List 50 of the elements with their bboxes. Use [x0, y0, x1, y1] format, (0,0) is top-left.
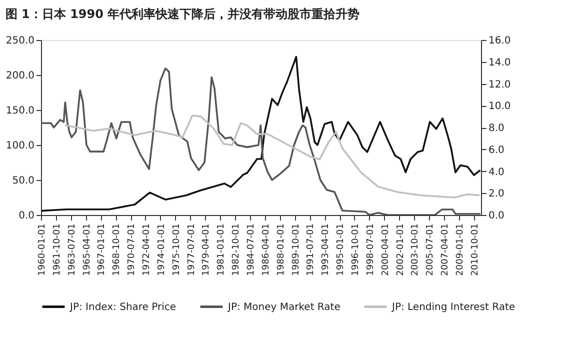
x-tick-label: 1972-04-01: [142, 224, 152, 276]
x-tick-label: 1965-04-01: [82, 224, 92, 276]
y2-tick-label: 2.0: [488, 188, 504, 200]
y-tick-label: 150.0: [6, 106, 34, 116]
x-tick-label: 1998-07-01: [366, 224, 376, 276]
y2-tick-label: 4.0: [488, 166, 504, 178]
y2-tick-label: 12.0: [488, 79, 511, 90]
line-series: [64, 114, 480, 198]
y-tick-label: 250.0: [6, 36, 34, 46]
x-tick-label: 2009-01-01: [456, 224, 466, 276]
y-tick-label: 200.0: [6, 70, 34, 82]
x-tick-label: 1984-07-01: [246, 224, 256, 276]
y-tick-label: 100.0: [6, 140, 34, 152]
x-tick-label: 2002-01-01: [396, 224, 406, 276]
x-tick-label: 1986-04-01: [261, 224, 272, 276]
x-tick-label: 1961-10-01: [52, 224, 62, 276]
x-tick-label: 1967-01-01: [97, 224, 108, 276]
x-tick-label: 2003-10-01: [410, 224, 421, 276]
y2-tick-label: 8.0: [488, 123, 504, 134]
x-tick-label: 1995-01-01: [336, 224, 346, 276]
y2-tick-label: 16.0: [488, 36, 511, 46]
x-tick-label: 1974-01-01: [156, 224, 167, 276]
x-tick-label: 1993-04-01: [321, 224, 332, 276]
x-tick-label: 1991-07-01: [306, 224, 316, 276]
x-tick-label: 2010-10-01: [470, 224, 480, 276]
y2-tick-label: 10.0: [488, 101, 511, 112]
y2-tick-label: 0.0: [488, 210, 504, 222]
legend-label: JP: Money Market Rate: [227, 302, 340, 313]
legend-label: JP: Index: Share Price: [69, 302, 176, 313]
x-tick-label: 1975-10-01: [172, 224, 182, 276]
y2-tick-label: 14.0: [488, 57, 511, 68]
x-tick-label: 1963-07-01: [67, 224, 78, 276]
x-tick-label: 1977-07-01: [186, 224, 197, 276]
x-tick-label: 1996-10-01: [350, 224, 361, 276]
legend-label: JP: Lending Interest Rate: [391, 302, 516, 313]
y-tick-label: 0.0: [18, 210, 34, 222]
chart-title: 图 1：日本 1990 年代利率快速下降后，并没有带动股市重拾升势: [5, 7, 360, 21]
x-tick-label: 2000-04-01: [380, 224, 391, 276]
x-tick-label: 2005-07-01: [426, 224, 436, 276]
x-tick-label: 1981-01-01: [216, 224, 227, 276]
x-tick-label: 1979-04-01: [202, 224, 212, 276]
x-tick-label: 1989-10-01: [291, 224, 302, 276]
x-tick-label: 2007-04-01: [440, 224, 451, 276]
x-tick-label: 1988-01-01: [276, 224, 286, 276]
y2-tick-label: 6.0: [488, 144, 504, 156]
x-tick-label: 1968-10-01: [112, 224, 122, 276]
x-tick-label: 1982-10-01: [232, 224, 242, 276]
x-tick-label: 1960-01-01: [38, 224, 48, 276]
x-tick-label: 1970-07-01: [127, 224, 138, 276]
y-tick-label: 50.0: [12, 176, 34, 186]
